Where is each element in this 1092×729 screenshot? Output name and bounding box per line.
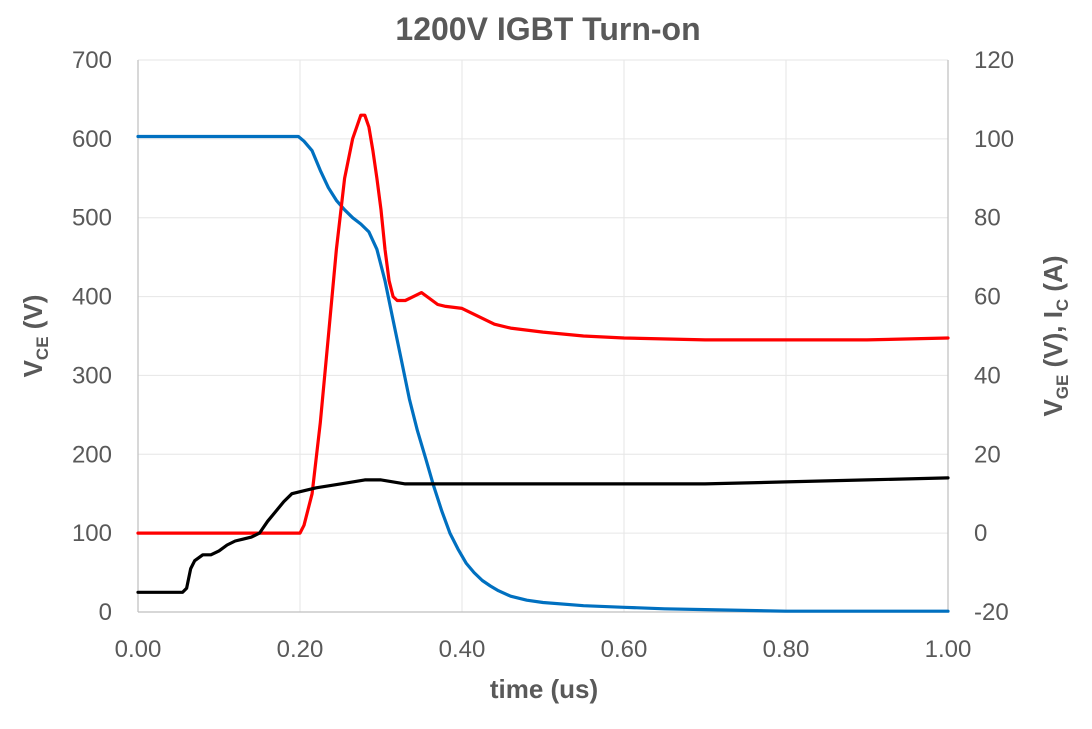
y-right-tick-label: 80 xyxy=(974,205,1001,232)
y-right-tick-label: 40 xyxy=(974,362,1001,389)
x-tick-label: 0.20 xyxy=(277,636,324,663)
series-line-1 xyxy=(136,134,950,613)
y-right-tick-label: 0 xyxy=(974,520,987,547)
y-right-tick-label: 100 xyxy=(974,126,1014,153)
chart-title: 1200V IGBT Turn-on xyxy=(395,11,700,47)
y-right-tick-label: 20 xyxy=(974,441,1001,468)
y-right-tick-label: -20 xyxy=(974,599,1009,626)
y-left-tick-label: 600 xyxy=(72,126,112,153)
y-axis-label-left: VCE (V) xyxy=(18,295,52,378)
series-line-3 xyxy=(136,476,950,594)
tick-labels: 0 100 200 300 400 500 600 700 -20 0 20 40 60 80 100 120… xyxy=(72,47,1014,663)
x-tick-label: 0.80 xyxy=(763,636,810,663)
y-left-tick-label: 0 xyxy=(99,599,112,626)
y-left-tick-label: 200 xyxy=(72,441,112,468)
y-left-tick-label: 300 xyxy=(72,362,112,389)
x-tick-label: 0.60 xyxy=(601,636,648,663)
x-tick-label: 1.00 xyxy=(925,636,972,663)
x-tick-label: 0.40 xyxy=(439,636,486,663)
y-right-tick-label: 60 xyxy=(974,284,1001,311)
y-left-tick-label: 400 xyxy=(72,284,112,311)
grid xyxy=(138,59,948,612)
y-left-tick-label: 500 xyxy=(72,205,112,232)
series-line-2 xyxy=(136,113,950,535)
series-layer xyxy=(136,113,950,613)
x-axis-label: time (us) xyxy=(490,674,598,704)
y-left-tick-label: 700 xyxy=(72,47,112,74)
y-left-tick-label: 100 xyxy=(72,520,112,547)
x-tick-label: 0.00 xyxy=(115,636,162,663)
y-axis-label-right: VGE (V), IC (A) xyxy=(1038,255,1072,416)
y-right-tick-label: 120 xyxy=(974,47,1014,74)
